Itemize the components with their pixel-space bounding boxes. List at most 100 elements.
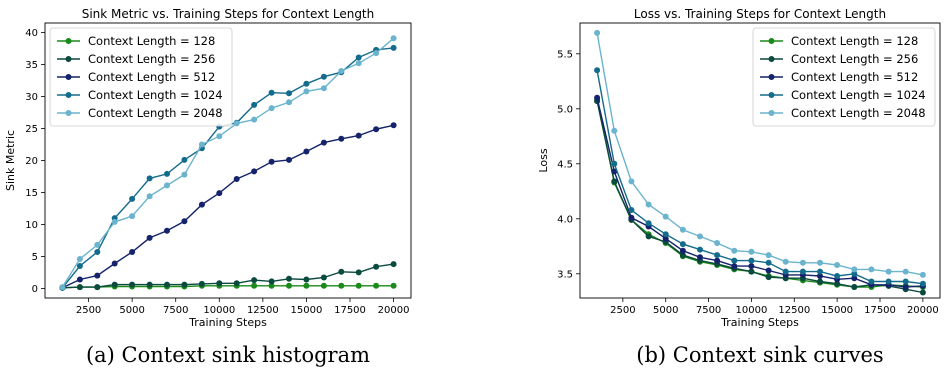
chart-1-series-1-point <box>611 178 618 185</box>
chart-0-series-1-point <box>268 278 275 285</box>
chart-0-y-axis-label: Sink Metric <box>4 130 17 191</box>
chart-0-series-1-point <box>373 263 380 270</box>
chart-0-y-tick-label: 10 <box>25 220 38 231</box>
chart-1-series-4-point <box>697 233 703 240</box>
chart-0-series-4-point <box>94 241 101 248</box>
chart-1-series-3-point <box>834 273 841 279</box>
chart-1-x-tick-label: 15000 <box>821 305 853 316</box>
chart-1-series-2-point <box>611 168 618 175</box>
chart-1-series-3-line <box>596 70 923 285</box>
chart-1-series-3-point <box>645 220 652 227</box>
chart-0-series-1-point <box>111 281 118 288</box>
chart-0-series-2-point <box>286 156 292 163</box>
chart-0-series-3-point <box>76 263 83 269</box>
chart-0-series-2-point <box>355 132 362 139</box>
chart-0-series-3-point <box>286 90 292 97</box>
chart-1-y-tick-label: 3.5 <box>557 269 573 280</box>
chart-0-series-1-point <box>216 280 223 287</box>
chart-1-series-2-point <box>679 247 686 254</box>
chart-0-legend-swatch-marker <box>65 74 72 80</box>
chart-1-series-4-point <box>731 247 738 254</box>
chart-1-series-1-point <box>679 252 686 259</box>
chart-1-series-2-point <box>851 275 858 282</box>
chart-1-series-4-point <box>765 252 772 259</box>
chart-0-series-3-point <box>181 156 188 163</box>
chart-1-series-4-point <box>594 29 601 36</box>
chart-0-series-0-point <box>286 282 292 289</box>
chart-1-legend-label: Context Length = 1024 <box>791 88 926 102</box>
chart-0-series-4-point <box>338 68 345 74</box>
chart-1-x-tick-label: 12500 <box>778 305 810 316</box>
chart-0-legend-label: Context Length = 128 <box>88 34 215 48</box>
chart-0-legend-label: Context Length = 2048 <box>88 106 223 120</box>
chart-0-series-4-point <box>129 213 136 220</box>
chart-1-series-1-point <box>834 280 841 287</box>
chart-1-x-tick-label: 10000 <box>736 305 768 316</box>
chart-1-series-2-point <box>662 235 669 242</box>
chart-0-series-1-point <box>181 281 188 288</box>
chart-0-series-2-point <box>111 260 118 267</box>
chart-0-series-3-point <box>94 249 101 255</box>
chart-0-series-4-line <box>61 37 395 288</box>
chart-0-series-1-point <box>198 280 205 287</box>
chart-1-series-2-point <box>594 94 601 101</box>
chart-1-series-4-point <box>748 248 755 255</box>
chart-0-series-2-point <box>338 135 345 142</box>
chart-1-series-4-point <box>868 266 875 273</box>
chart-1-series-1-point <box>748 268 755 275</box>
chart-1-frame <box>579 22 941 299</box>
chart-0-series-2-point <box>198 201 205 208</box>
chart-1-series-4-point <box>782 258 789 265</box>
chart-1-y-axis-label: Loss <box>537 148 550 172</box>
chart-0-series-3-point <box>164 170 170 177</box>
chart-0-legend-swatch-marker <box>65 110 72 116</box>
chart-0-legend-swatch-marker <box>65 92 72 98</box>
chart-0-y-tick-label: 40 <box>25 28 38 39</box>
chart-1-series-4-point <box>714 240 721 246</box>
chart-0-series-3-point <box>268 89 275 96</box>
chart-0-series-4-point <box>198 141 205 148</box>
chart-1-legend-swatch-marker <box>768 38 775 44</box>
chart-0-legend-label: Context Length = 512 <box>88 70 215 84</box>
chart-0-x-axis-label: Training Steps <box>188 316 267 329</box>
chart-0-series-0-point <box>268 282 275 289</box>
chart-1-series-3-point <box>679 241 686 248</box>
chart-0-series-2-point <box>164 227 170 234</box>
chart-1-series-3-point <box>765 259 772 266</box>
chart-0-title: Sink Metric vs. Training Steps for Conte… <box>82 7 375 21</box>
chart-1-legend-label: Context Length = 2048 <box>791 106 926 120</box>
chart-1-legend-label: Context Length = 256 <box>791 52 918 66</box>
chart-0-series-2-point <box>129 249 136 255</box>
chart-0-y-tick-label: 35 <box>25 60 38 71</box>
chart-1-x-tick-label: 7500 <box>696 305 721 316</box>
chart-1-legend-swatch-marker <box>768 74 775 80</box>
chart-0-series-1-point <box>390 261 397 268</box>
chart-0-series-1-point <box>338 268 345 275</box>
chart-1-series-3-point <box>611 160 618 167</box>
chart-0-series-4-point <box>233 120 240 127</box>
chart-1-series-3-point <box>902 278 909 285</box>
chart-1-series-0-line <box>596 99 923 288</box>
chart-1-series-2-point <box>714 257 721 264</box>
chart-0-series-4-point <box>320 85 327 92</box>
chart-0-series-1-point <box>303 276 310 283</box>
chart-1-legend-swatch-marker <box>768 92 775 98</box>
chart-0-series-2-point <box>146 234 153 241</box>
chart-loss: Loss vs. Training Steps for Context Leng… <box>537 7 941 367</box>
chart-1-series-4-point <box>679 226 686 233</box>
chart-0-series-3-point <box>320 73 327 80</box>
chart-0-series-0-point <box>251 282 258 289</box>
chart-1-series-2-point <box>748 263 755 270</box>
chart-0-series-4-point <box>286 99 292 106</box>
chart-1-series-3-point <box>851 270 858 277</box>
chart-1-series-3-point <box>799 268 806 275</box>
chart-1-series-4-point <box>611 127 618 134</box>
chart-0-series-2-point <box>373 126 380 133</box>
chart-1-series-4-point <box>834 262 841 268</box>
chart-0-legend: Context Length = 128 Context Length = 256… <box>49 27 233 127</box>
chart-1-series-3-point <box>731 257 738 264</box>
chart-0-legend-swatch-marker <box>65 56 72 62</box>
chart-0-series-2-point <box>233 176 240 182</box>
chart-0-series-4-point <box>164 182 170 189</box>
chart-0-series-0-point <box>320 282 327 289</box>
